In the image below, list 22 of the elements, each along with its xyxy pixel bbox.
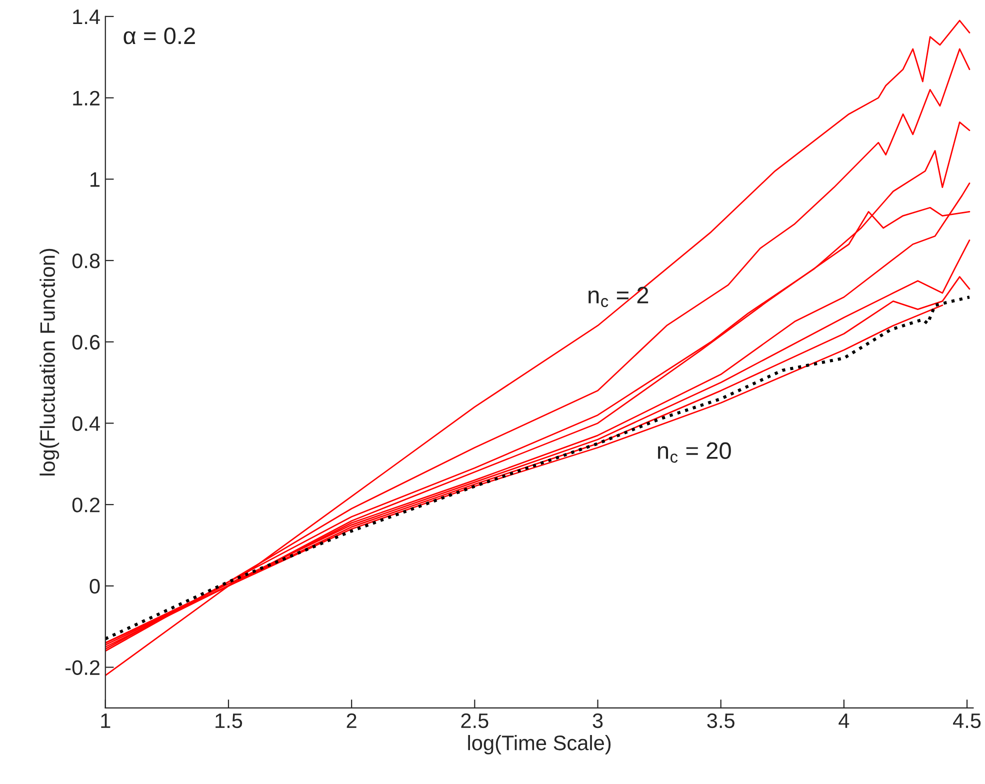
y-tick-label: 0.8 [72,254,100,268]
x-tick-label: 4.5 [953,714,981,728]
y-tick-label: -0.2 [66,660,100,676]
annotation: α = 0.2 [124,27,195,44]
y-tick-label: 1.4 [73,10,100,24]
x-axis-title: log(Time Scale) [468,735,611,754]
x-tick-label: 3 [592,713,603,728]
y-tick-label: 0.4 [72,416,100,431]
x-tick-label: 2.5 [461,713,488,728]
y-tick-label: 0.2 [72,498,100,512]
x-tick-label: 2 [346,713,356,728]
annotation: n$_{c}$ = 2 [588,286,648,308]
x-tick-label: 3.5 [707,713,734,728]
y-tick-label: 1 [90,172,100,187]
y-tick-label: 0.6 [72,334,100,350]
x-tick-label: 1.5 [216,714,242,728]
annotation: n$_{c}$ = 20 [658,442,731,463]
y-tick-label: 0 [90,578,100,594]
x-tick-label: 1 [101,714,110,728]
y-tick-label: 1.2 [73,90,100,106]
y-axis-title: log(Fluctuation Function) [40,248,60,476]
x-tick-label: 4 [838,714,850,728]
